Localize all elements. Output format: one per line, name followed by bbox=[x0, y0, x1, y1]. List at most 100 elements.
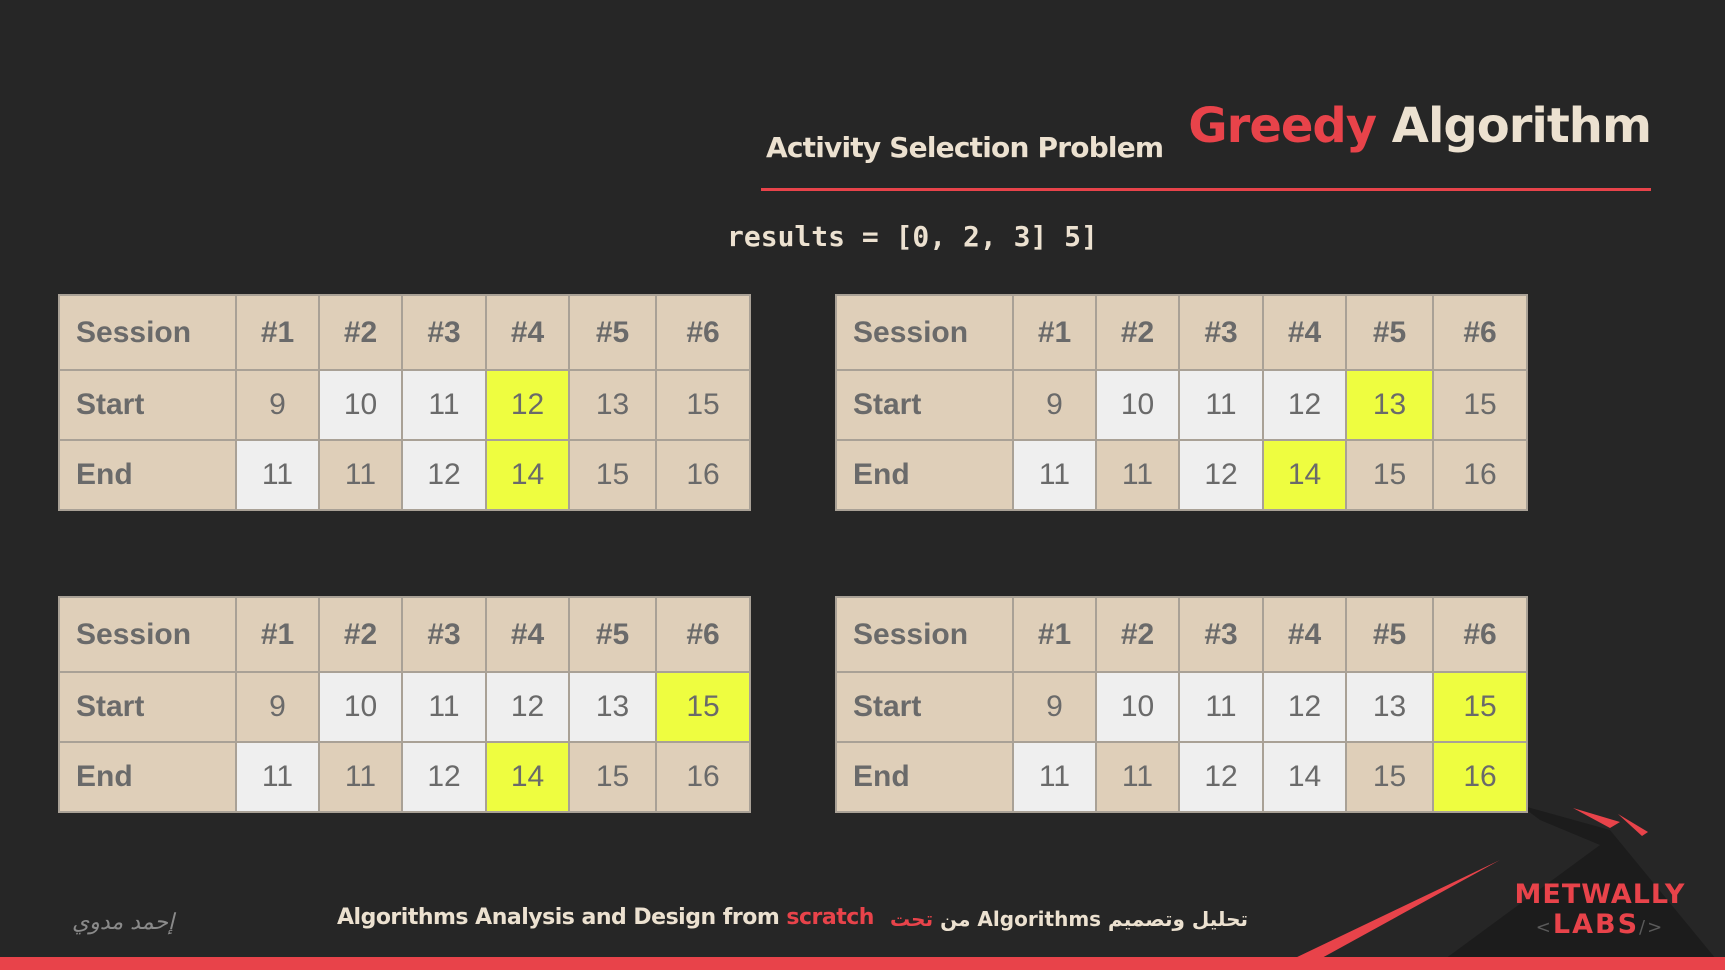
header-session-number: #4 bbox=[485, 596, 570, 673]
table-cell: 12 bbox=[401, 439, 487, 511]
row-label: End bbox=[58, 439, 237, 511]
activity-table-2: Session #1 #2 #3 #4 #5 #6 Start 9 10 11 12 13 15 End 11… bbox=[835, 294, 1528, 511]
slide-title: Greedy Algorithm bbox=[1188, 96, 1652, 156]
table-cell: 11 bbox=[318, 741, 403, 813]
header-session-number: #6 bbox=[1432, 294, 1528, 371]
header-session-label: Session bbox=[58, 596, 237, 673]
table-cell: 13 bbox=[568, 671, 657, 743]
row-label: Start bbox=[58, 369, 237, 441]
table-row-start: Start 9 10 11 12 13 15 bbox=[835, 369, 1528, 441]
footer-english: Algorithms Analysis and Design from scra… bbox=[337, 905, 874, 930]
table-cell: 11 bbox=[318, 439, 403, 511]
table-cell: 11 bbox=[1095, 439, 1180, 511]
table-header-row: Session #1 #2 #3 #4 #5 #6 bbox=[835, 596, 1528, 673]
table-cell: 9 bbox=[1012, 369, 1097, 441]
results-code: results = [0, 2, 3] 5] bbox=[727, 220, 1098, 253]
table-cell: 9 bbox=[235, 671, 320, 743]
table-cell: 11 bbox=[1012, 741, 1097, 813]
table-cell: 15 bbox=[1345, 439, 1434, 511]
header-session-label: Session bbox=[58, 294, 237, 371]
row-label: Start bbox=[835, 671, 1014, 743]
header-session-number: #1 bbox=[1012, 596, 1097, 673]
table-cell: 14 bbox=[485, 741, 570, 813]
table-cell: 11 bbox=[1012, 439, 1097, 511]
table-cell: 15 bbox=[1345, 741, 1434, 813]
slide-subtitle: Activity Selection Problem bbox=[766, 131, 1164, 164]
header-session-number: #1 bbox=[235, 596, 320, 673]
header-session-number: #2 bbox=[318, 294, 403, 371]
table-cell: 12 bbox=[1178, 439, 1264, 511]
header-session-number: #1 bbox=[235, 294, 320, 371]
row-label: Start bbox=[835, 369, 1014, 441]
table-cell: 10 bbox=[1095, 369, 1180, 441]
header-session-number: #6 bbox=[655, 294, 751, 371]
activity-table-3: Session #1 #2 #3 #4 #5 #6 Start 9 10 11 12 13 15 End 11… bbox=[58, 596, 751, 813]
table-row-end: End 11 11 12 14 15 16 bbox=[835, 741, 1528, 813]
table-cell: 16 bbox=[1432, 741, 1528, 813]
table-row-start: Start 9 10 11 12 13 15 bbox=[58, 369, 751, 441]
table-cell: 11 bbox=[235, 741, 320, 813]
table-cell: 14 bbox=[1262, 439, 1347, 511]
table-cell: 10 bbox=[318, 369, 403, 441]
table-cell: 10 bbox=[1095, 671, 1180, 743]
header-session-number: #3 bbox=[1178, 294, 1264, 371]
table-cell: 10 bbox=[318, 671, 403, 743]
footer-arabic-accent: تحت bbox=[890, 907, 934, 931]
activity-table-1: Session #1 #2 #3 #4 #5 #6 Start 9 10 11 12 13 15 End 11… bbox=[58, 294, 751, 511]
header-session-number: #4 bbox=[1262, 596, 1347, 673]
table-cell: 16 bbox=[655, 439, 751, 511]
table-row-start: Start 9 10 11 12 13 15 bbox=[58, 671, 751, 743]
table-cell: 15 bbox=[1432, 671, 1528, 743]
row-label: End bbox=[835, 439, 1014, 511]
table-header-row: Session #1 #2 #3 #4 #5 #6 bbox=[58, 294, 751, 371]
table-cell: 15 bbox=[655, 369, 751, 441]
table-cell: 11 bbox=[401, 671, 487, 743]
header-session-number: #6 bbox=[1432, 596, 1528, 673]
header-session-number: #3 bbox=[401, 596, 487, 673]
table-cell: 9 bbox=[235, 369, 320, 441]
table-cell: 12 bbox=[485, 671, 570, 743]
header-session-number: #3 bbox=[401, 294, 487, 371]
title-accent: Greedy bbox=[1188, 98, 1377, 154]
bottom-bar bbox=[0, 957, 1725, 970]
table-cell: 13 bbox=[1345, 369, 1434, 441]
logo-line-1: METWALLY bbox=[1514, 879, 1686, 910]
footer-english-text: Algorithms Analysis and Design from bbox=[337, 905, 787, 930]
header-session-number: #2 bbox=[318, 596, 403, 673]
header-session-number: #5 bbox=[1345, 596, 1434, 673]
table-cell: 15 bbox=[568, 439, 657, 511]
header-session-label: Session bbox=[835, 596, 1014, 673]
table-row-end: End 11 11 12 14 15 16 bbox=[835, 439, 1528, 511]
header-session-label: Session bbox=[835, 294, 1014, 371]
table-cell: 11 bbox=[401, 369, 487, 441]
title-rest: Algorithm bbox=[1391, 98, 1652, 154]
activity-table-4: Session #1 #2 #3 #4 #5 #6 Start 9 10 11 12 13 15 End 11… bbox=[835, 596, 1528, 813]
header-session-number: #5 bbox=[568, 294, 657, 371]
table-cell: 11 bbox=[1178, 671, 1264, 743]
table-cell: 13 bbox=[568, 369, 657, 441]
table-row-end: End 11 11 12 14 15 16 bbox=[58, 741, 751, 813]
table-header-row: Session #1 #2 #3 #4 #5 #6 bbox=[58, 596, 751, 673]
table-cell: 14 bbox=[485, 439, 570, 511]
table-cell: 11 bbox=[1178, 369, 1264, 441]
header-session-number: #3 bbox=[1178, 596, 1264, 673]
table-cell: 15 bbox=[1432, 369, 1528, 441]
table-cell: 12 bbox=[1262, 671, 1347, 743]
table-cell: 12 bbox=[401, 741, 487, 813]
row-label: Start bbox=[58, 671, 237, 743]
table-cell: 12 bbox=[485, 369, 570, 441]
table-cell: 16 bbox=[1432, 439, 1528, 511]
title-underline bbox=[761, 188, 1651, 191]
signature: إحمد مدوي bbox=[72, 910, 175, 935]
header-session-number: #4 bbox=[485, 294, 570, 371]
table-cell: 13 bbox=[1345, 671, 1434, 743]
metwally-labs-logo: METWALLY <LABS/> bbox=[1505, 880, 1695, 943]
footer-english-accent: scratch bbox=[786, 905, 874, 930]
table-cell: 16 bbox=[655, 741, 751, 813]
table-cell: 11 bbox=[1095, 741, 1180, 813]
header-session-number: #5 bbox=[568, 596, 657, 673]
table-cell: 9 bbox=[1012, 671, 1097, 743]
header-session-number: #2 bbox=[1095, 596, 1180, 673]
table-cell: 15 bbox=[655, 671, 751, 743]
